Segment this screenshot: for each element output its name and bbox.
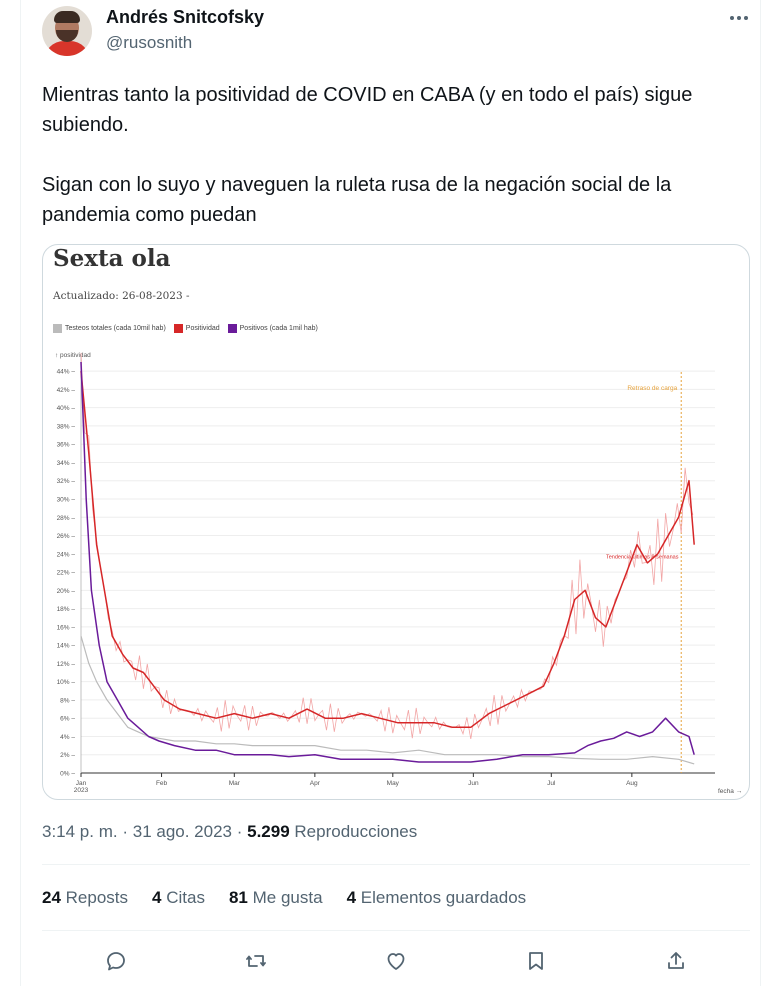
series-line-0: [80, 371, 695, 729]
y-tick-label: 42% –: [57, 387, 76, 394]
y-tick-label: 36% –: [57, 442, 76, 449]
x-tick-label: Aug: [626, 780, 638, 787]
chart-legend: Testeos totales (cada 10mil hab) Positiv…: [53, 324, 318, 333]
x-tick-label: Jan: [76, 780, 87, 787]
y-tick-label: 2% –: [60, 752, 75, 759]
x-tick-label: Jul: [547, 780, 556, 787]
y-tick-label: 18% –: [57, 606, 76, 613]
legend-item-positividad: Positividad: [173, 324, 220, 333]
divider: [42, 930, 750, 931]
divider: [42, 864, 750, 865]
x-tick-label: Jun: [468, 780, 479, 787]
legend-item-positivos: Positivos (cada 1mil hab): [227, 324, 318, 333]
delay-label: Retraso de carga: [627, 385, 677, 392]
x-tick-label: Mar: [229, 780, 241, 787]
positividad-daily-line: [80, 352, 694, 739]
tweet-image[interactable]: Sexta ola Actualizado: 26-08-2023 - Test…: [42, 244, 750, 800]
y-tick-label: 20% –: [57, 588, 76, 595]
y-tick-label: 32% –: [57, 478, 76, 485]
y-tick-label: 4% –: [60, 734, 75, 741]
author-name[interactable]: Andrés Snitcofsky: [106, 7, 265, 27]
y-tick-label: 26% –: [57, 533, 76, 540]
timeline-border-left: [20, 0, 21, 986]
series-line-1: [80, 361, 695, 763]
y-tick-label: 0% –: [60, 771, 75, 778]
y-tick-label: 38% –: [57, 423, 76, 430]
chart-title: Sexta ola: [53, 245, 171, 272]
x-tick-label: Feb: [156, 780, 168, 787]
likes-stat[interactable]: 81 Me gusta: [228, 888, 323, 907]
y-tick-label: 8% –: [60, 697, 75, 704]
chart-plot: 0% – 2% – 4% – 6% – 8% – 10% – 12% – 14% – 16% –…: [55, 352, 742, 795]
y-tick-label: 16% –: [57, 624, 76, 631]
views-count: 5.299: [247, 822, 290, 841]
y-tick-label: 28% –: [57, 515, 76, 522]
action-bar: [42, 944, 750, 978]
y-tick-label: 30% –: [57, 497, 76, 504]
tweet-timestamp[interactable]: 3:14 p. m. · 31 ago. 2023 · 5.299 Reprod…: [42, 822, 418, 841]
avatar[interactable]: [42, 6, 92, 56]
y-tick-label: 40% –: [57, 405, 76, 412]
y-tick-label: 22% –: [57, 570, 76, 577]
x-tick-sublabel: 2023: [74, 787, 89, 794]
y-tick-label: 24% –: [57, 551, 76, 558]
bookmark-icon[interactable]: [519, 944, 553, 978]
trend-label: Tendencia últimas 8 semanas: [606, 554, 679, 560]
x-tick-label: Apr: [310, 780, 321, 787]
tweet-text: Mientras tanto la positividad de COVID e…: [42, 80, 742, 230]
views-label: Reproducciones: [294, 822, 418, 841]
y-axis-label: ↑ positividad: [55, 352, 91, 359]
y-tick-label: 10% –: [57, 679, 76, 686]
repost-icon[interactable]: [239, 944, 273, 978]
share-icon[interactable]: [659, 944, 693, 978]
y-tick-label: 34% –: [57, 460, 76, 467]
tweet-date: 31 ago. 2023: [132, 822, 232, 841]
like-icon[interactable]: [379, 944, 413, 978]
more-options-icon[interactable]: [726, 6, 752, 30]
bookmarks-stat[interactable]: 4 Elementos guardados: [346, 888, 527, 907]
tweet-time: 3:14 p. m.: [42, 822, 118, 841]
legend-item-testeos: Testeos totales (cada 10mil hab): [53, 324, 166, 333]
reposts-stat[interactable]: 24 Reposts: [42, 888, 129, 907]
reply-icon[interactable]: [99, 944, 133, 978]
y-tick-label: 44% –: [57, 369, 76, 376]
timeline-border-right: [760, 0, 761, 986]
author-handle[interactable]: @rusosnith: [106, 33, 193, 52]
engagement-stats: 24 Reposts 4 Citas 81 Me gusta 4 Element…: [42, 888, 550, 908]
x-axis-label: fecha →: [718, 788, 742, 795]
chart-subtitle: Actualizado: 26-08-2023 -: [53, 290, 190, 302]
y-tick-label: 12% –: [57, 661, 76, 668]
y-tick-label: 6% –: [60, 716, 75, 723]
quotes-stat[interactable]: 4 Citas: [152, 888, 205, 907]
tweet-paragraph: Mientras tanto la positividad de COVID e…: [42, 84, 693, 136]
x-tick-label: May: [387, 780, 400, 787]
series-line-2: [80, 635, 695, 765]
y-tick-label: 14% –: [57, 643, 76, 650]
tweet-paragraph: Sigan con lo suyo y naveguen la ruleta r…: [42, 174, 672, 226]
